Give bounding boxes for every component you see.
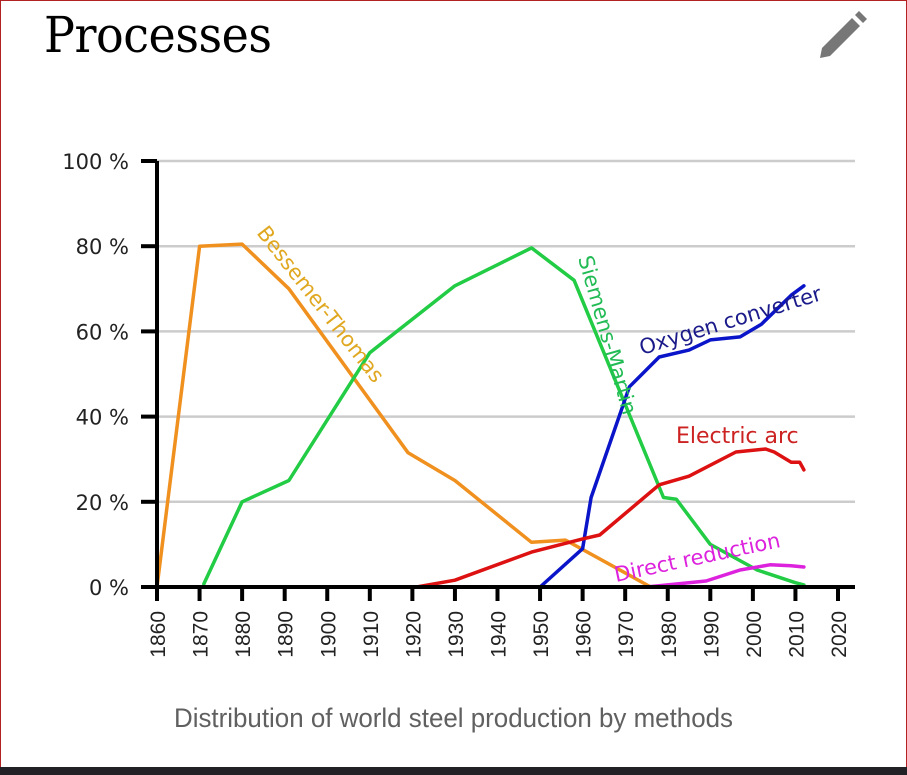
chart-caption: Distribution of world steel production b… bbox=[173, 703, 733, 733]
series-line-oxygen-converter bbox=[538, 284, 806, 589]
bottom-bar bbox=[0, 767, 907, 775]
y-tick-label: 100 % bbox=[62, 150, 129, 174]
x-tick-label: 1880 bbox=[232, 611, 255, 658]
steel-production-chart: 0 % 20 % 40 % 60 % 80 % 100 % 1860 1870 1880 1890… bbox=[62, 150, 855, 658]
x-tick-label: 1860 bbox=[147, 611, 170, 658]
x-tick-label: 1870 bbox=[190, 611, 213, 658]
pencil-icon bbox=[820, 11, 867, 58]
y-tick-label: 20 % bbox=[76, 491, 129, 515]
x-tick-label: 2010 bbox=[785, 611, 808, 658]
x-tick-label: 1890 bbox=[275, 611, 298, 658]
section-title: Processes bbox=[44, 6, 272, 64]
series-line-electric-arc bbox=[414, 447, 806, 589]
grid-lines bbox=[157, 159, 855, 504]
x-tick-label: 1910 bbox=[360, 611, 383, 658]
series-line-bessemer-thomas bbox=[155, 242, 653, 589]
series-label-electric-arc: Electric arc bbox=[676, 424, 799, 449]
edit-button[interactable] bbox=[816, 10, 870, 64]
x-tick-label: 1950 bbox=[530, 611, 553, 658]
axes: 0 % 20 % 40 % 60 % 80 % 100 % 1860 1870 1880 1890… bbox=[62, 150, 855, 658]
x-tick-label: 1970 bbox=[615, 611, 638, 658]
x-tick-label: 1920 bbox=[402, 611, 425, 658]
x-tick-label: 2020 bbox=[828, 611, 851, 658]
series-label-oxygen-converter: Oxygen converter bbox=[636, 281, 824, 359]
x-tick-label: 1930 bbox=[445, 611, 468, 658]
series-label-siemens-martin: Siemens-Martin bbox=[573, 253, 641, 418]
series-label-direct-reduction: Direct reduction bbox=[612, 528, 782, 587]
x-tick-label: 1900 bbox=[317, 611, 340, 658]
x-tick-label: 1940 bbox=[488, 611, 511, 658]
y-tick-label: 80 % bbox=[76, 235, 129, 259]
x-tick-label: 2000 bbox=[743, 611, 766, 658]
y-tick-label: 60 % bbox=[76, 320, 129, 344]
x-tick-label: 1980 bbox=[658, 611, 681, 658]
series-line-siemens-martin bbox=[202, 246, 806, 587]
x-tick-label: 1990 bbox=[700, 611, 723, 658]
y-tick-label: 40 % bbox=[76, 406, 129, 430]
y-tick-label: 0 % bbox=[89, 576, 129, 600]
x-tick-label: 1960 bbox=[573, 611, 596, 658]
series-line-direct-reduction bbox=[644, 563, 806, 589]
series-lines bbox=[155, 242, 806, 589]
